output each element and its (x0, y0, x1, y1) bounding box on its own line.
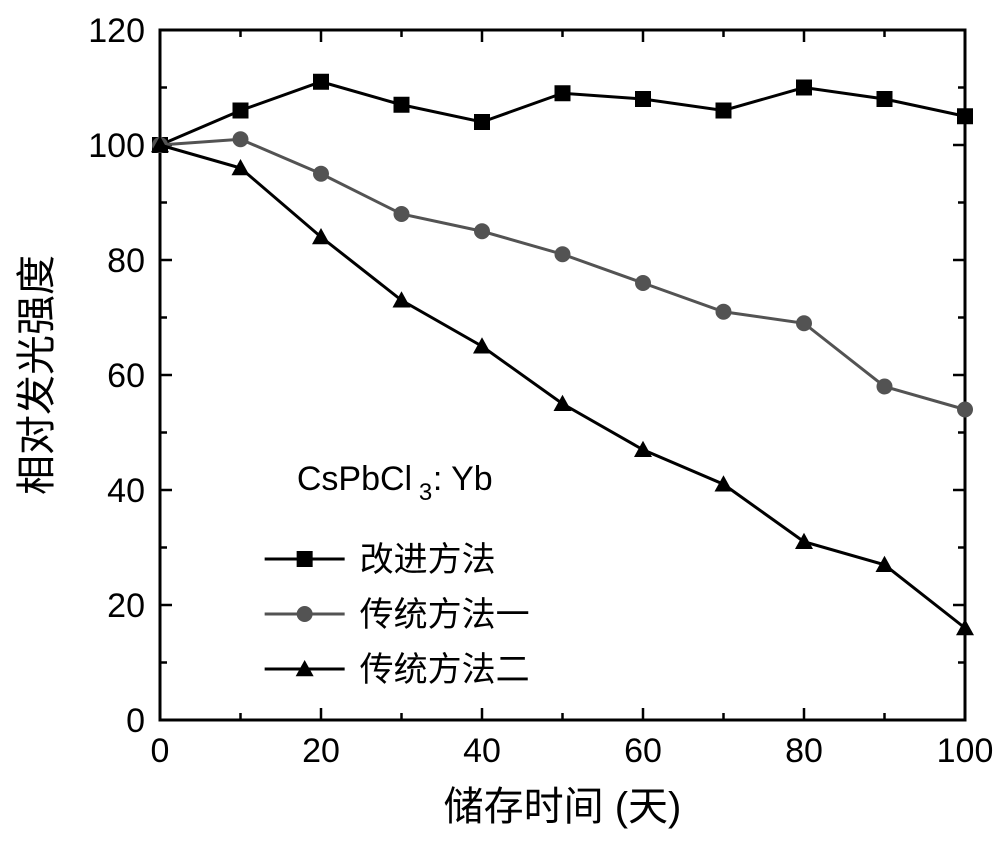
circle-marker (716, 304, 732, 320)
x-tick-label: 20 (302, 732, 340, 770)
y-tick-label: 20 (107, 587, 145, 625)
series-line (160, 139, 965, 409)
annotation-after: : Yb (433, 460, 493, 498)
x-axis-title: 储存时间 (天) (444, 785, 682, 829)
circle-marker (635, 275, 651, 291)
square-marker (394, 97, 410, 113)
plot-frame (160, 30, 965, 720)
square-marker (555, 85, 571, 101)
circle-marker (957, 402, 973, 418)
material-annotation: CsPbCl 3: Yb (297, 460, 493, 506)
circle-marker (474, 223, 490, 239)
legend-label: 改进方法 (360, 541, 496, 579)
legend: 改进方法传统方法一传统方法二 (265, 541, 530, 689)
square-marker (474, 114, 490, 130)
series-line (160, 145, 965, 628)
x-tick-label: 100 (937, 732, 994, 770)
triangle-marker (795, 533, 813, 549)
circle-marker (313, 166, 329, 182)
square-marker (716, 103, 732, 119)
y-tick-label: 60 (107, 357, 145, 395)
square-marker (957, 108, 973, 124)
x-tick-label: 80 (785, 732, 823, 770)
y-axis-title: 相对发光强度 (15, 255, 59, 495)
square-marker (796, 80, 812, 96)
circle-marker (796, 315, 812, 331)
square-marker (233, 103, 249, 119)
y-tick-label: 100 (88, 127, 145, 165)
x-tick-label: 60 (624, 732, 662, 770)
y-tick-label: 120 (88, 12, 145, 50)
y-tick-label: 0 (126, 702, 145, 740)
y-tick-label: 80 (107, 242, 145, 280)
chart-container: 0 20 40 60 80 100 0 20 40 60 80 100 120 储存时间 (天) 相对发光强… (0, 0, 1000, 844)
legend-label: 传统方法二 (360, 651, 530, 689)
x-tick-label: 0 (151, 732, 170, 770)
annotation-sub: 3 (419, 479, 432, 506)
series-circle (152, 131, 973, 417)
square-marker (313, 74, 329, 90)
triangle-marker (634, 441, 652, 457)
circle-marker (555, 246, 571, 262)
circle-marker (297, 606, 313, 622)
chart-svg: 0 20 40 60 80 100 0 20 40 60 80 100 120 储存时间 (天) 相对发光强… (0, 0, 1000, 844)
circle-marker (877, 379, 893, 395)
circle-marker (233, 131, 249, 147)
triangle-marker (554, 395, 572, 411)
square-marker (297, 551, 313, 567)
legend-label: 传统方法一 (360, 596, 530, 634)
square-marker (635, 91, 651, 107)
x-tick-label: 40 (463, 732, 501, 770)
series-square (152, 74, 973, 153)
circle-marker (394, 206, 410, 222)
triangle-marker (473, 337, 491, 353)
triangle-marker (715, 475, 733, 491)
y-tick-label: 40 (107, 472, 145, 510)
annotation-main: CsPbCl (297, 460, 412, 498)
square-marker (877, 91, 893, 107)
